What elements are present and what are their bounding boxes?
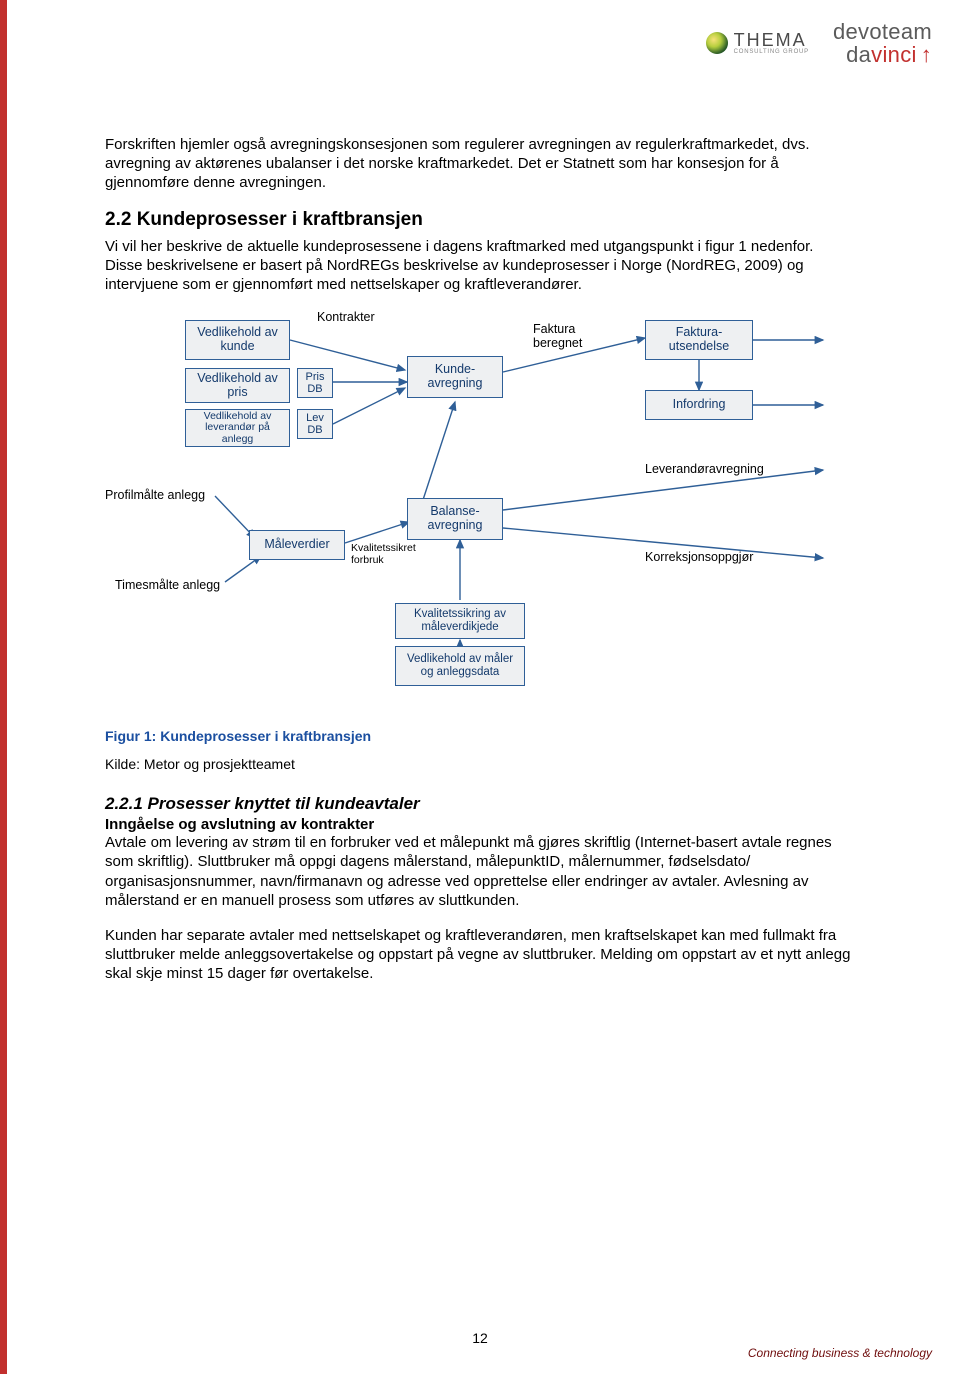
heading-2-2: 2.2 Kundeprosesser i kraftbransjen bbox=[105, 209, 855, 231]
diagram-box-maleverdier: Måleverdier bbox=[249, 530, 345, 560]
diagram-box-vedl_lev: Vedlikehold av leverandør på anlegg bbox=[185, 409, 290, 447]
page-header: THEMA CONSULTING GROUP devoteam davinci↑ bbox=[706, 20, 932, 66]
thema-logo: THEMA CONSULTING GROUP bbox=[706, 31, 809, 55]
diagram-box-pris_db: Pris DB bbox=[297, 368, 333, 398]
devoteam-line1: devoteam bbox=[833, 20, 932, 43]
figure-1-diagram: Vedlikehold av kunde Vedlikehold av pris V… bbox=[105, 310, 855, 720]
diagram-box-kval_kjede: Kvalitetssikring av måleverdikjede bbox=[395, 603, 525, 639]
page-content: Forskriften hjemler også avregningskonse… bbox=[105, 135, 855, 999]
diagram-label-kontrakter: Kontrakter bbox=[317, 310, 375, 324]
diagram-box-vedl_kunde: Vedlikehold av kunde bbox=[185, 320, 290, 360]
devoteam-arrow-icon: ↑ bbox=[921, 43, 932, 66]
diagram-label-kvalforbruk: Kvalitetssikret forbruk bbox=[351, 542, 423, 566]
devoteam-line2: davinci↑ bbox=[833, 43, 932, 66]
diagram-arrow-12 bbox=[421, 402, 455, 506]
figure-caption: Figur 1: Kundeprosesser i kraftbransjen bbox=[105, 728, 855, 744]
diagram-label-levavregning: Leverandøravregning bbox=[645, 462, 764, 476]
heading-contracts: Inngåelse og avslutning av kontrakter bbox=[105, 816, 855, 833]
diagram-label-timesanlegg: Timesmålte anlegg bbox=[115, 578, 220, 592]
diagram-arrow-0 bbox=[290, 340, 405, 370]
diagram-arrow-2 bbox=[333, 388, 405, 424]
diagram-box-lev_db: Lev DB bbox=[297, 409, 333, 439]
intro-paragraph-1: Forskriften hjemler også avregningskonse… bbox=[105, 135, 855, 193]
diagram-label-faktberegnet: Faktura beregnet bbox=[533, 322, 603, 350]
diagram-label-profilanlegg: Profilmålte anlegg bbox=[105, 488, 205, 502]
heading-2-2-1: 2.2.1 Prosesser knyttet til kundeavtaler bbox=[105, 794, 855, 814]
diagram-box-infordring: Infordring bbox=[645, 390, 753, 420]
section-paragraph-1: Avtale om levering av strøm til en forbr… bbox=[105, 833, 855, 910]
thema-logo-icon bbox=[706, 32, 728, 54]
diagram-box-vedl_pris: Vedlikehold av pris bbox=[185, 368, 290, 403]
page-number: 12 bbox=[0, 1330, 960, 1346]
diagram-box-bal_avr: Balanse- avregning bbox=[407, 498, 503, 540]
figure-source: Kilde: Metor og prosjektteamet bbox=[105, 756, 855, 772]
accent-bar bbox=[0, 0, 7, 1374]
thema-logo-main: THEMA bbox=[734, 31, 809, 49]
diagram-box-vedl_maler: Vedlikehold av måler og anleggsdata bbox=[395, 646, 525, 686]
diagram-box-kunde_avr: Kunde- avregning bbox=[407, 356, 503, 398]
thema-logo-sub: CONSULTING GROUP bbox=[734, 49, 809, 55]
diagram-label-korreksjon: Korreksjonsoppgjør bbox=[645, 550, 753, 564]
intro-paragraph-2: Vi vil her beskrive de aktuelle kundepro… bbox=[105, 237, 855, 295]
diagram-arrow-7 bbox=[503, 470, 823, 510]
diagram-arrow-11 bbox=[345, 522, 409, 543]
diagram-box-fakt_uts: Faktura- utsendelse bbox=[645, 320, 753, 360]
devoteam-logo: devoteam davinci↑ bbox=[833, 20, 932, 66]
section-paragraph-2: Kunden har separate avtaler med nettsels… bbox=[105, 926, 855, 984]
footer-tagline: Connecting business & technology bbox=[748, 1346, 932, 1360]
